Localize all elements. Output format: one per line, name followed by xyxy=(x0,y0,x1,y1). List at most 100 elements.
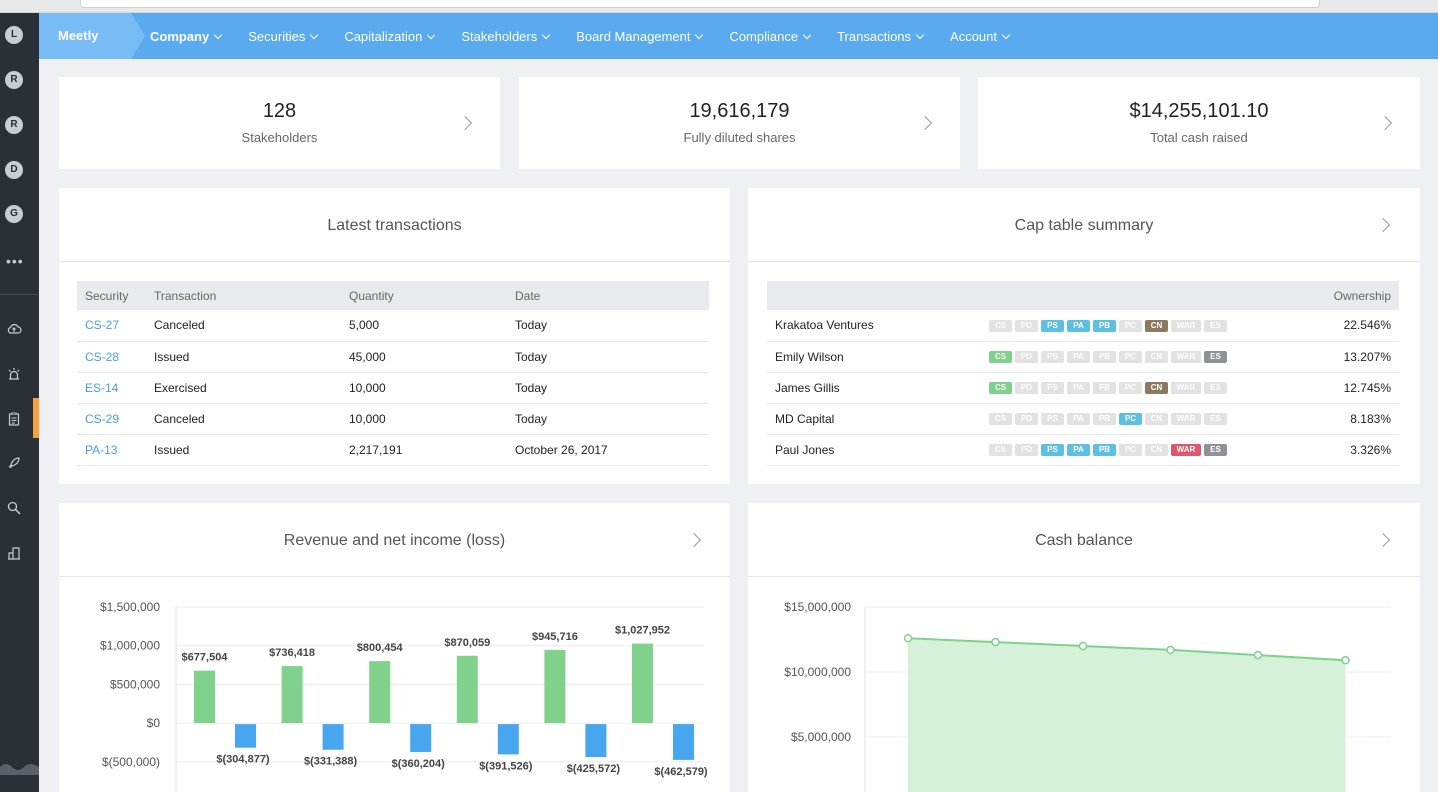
nav-item-label: Company xyxy=(150,28,210,44)
column-header xyxy=(767,281,989,310)
security-link[interactable]: PA-13 xyxy=(77,434,154,466)
transaction-type: Issued xyxy=(154,341,349,373)
badge-pc: PC xyxy=(1119,413,1142,426)
alarm-icon[interactable] xyxy=(6,366,22,382)
date: Today xyxy=(515,372,709,404)
ownership-percent: 12.745% xyxy=(1279,372,1399,404)
nav-item-compliance[interactable]: Compliance xyxy=(729,29,812,44)
y-tick-label: $15,000,000 xyxy=(784,600,851,614)
address-bar[interactable] xyxy=(80,0,1320,8)
cash-panel: Cash balance $15,000,000 $10,000,000 $5,00… xyxy=(748,503,1420,792)
nav-item-stakeholders[interactable]: Stakeholders xyxy=(461,29,551,44)
column-header-ownership[interactable]: Ownership xyxy=(1279,281,1399,310)
stakeholder-name[interactable]: Krakatoa Ventures xyxy=(767,310,989,342)
table-row[interactable]: ES-14 Exercised 10,000 Today xyxy=(77,372,709,404)
building-icon[interactable] xyxy=(6,545,22,561)
badge-pd: PD xyxy=(1015,351,1038,364)
security-link[interactable]: CS-27 xyxy=(77,310,154,342)
y-tick-label: $(500,000) xyxy=(102,755,160,769)
badge-pa: PA xyxy=(1067,320,1090,333)
cap-table-panel: Cap table summary Ownership Krakatoa Ven… xyxy=(748,188,1420,484)
badge-pa: PA xyxy=(1067,413,1090,426)
table-row[interactable]: Emily Wilson CS PD PS PA PB PC CN WAR ES 13.207% xyxy=(767,341,1399,373)
rocket-icon[interactable] xyxy=(6,455,22,471)
avatar[interactable]: G xyxy=(5,205,23,223)
net-income-label: $(360,204) xyxy=(392,758,446,770)
cash-point xyxy=(991,637,1000,647)
badge-pb: PB xyxy=(1093,382,1116,395)
stat-card-cash[interactable]: $14,255,101.10 Total cash raised xyxy=(978,77,1420,169)
nav-item-capitalization[interactable]: Capitalization xyxy=(344,29,436,44)
stakeholder-name[interactable]: Paul Jones xyxy=(767,434,989,466)
table-row[interactable]: Krakatoa Ventures CS PD PS PA PB PC CN WAR ES 22… xyxy=(767,310,1399,342)
avatar[interactable]: L xyxy=(5,26,23,44)
nav-item-transactions[interactable]: Transactions xyxy=(837,28,925,44)
table-row[interactable]: CS-29 Canceled 10,000 Today xyxy=(77,403,709,435)
nav-item-label: Transactions xyxy=(837,28,912,44)
security-link[interactable]: CS-28 xyxy=(77,341,154,373)
panel-title: Revenue and net income (loss) xyxy=(283,532,506,549)
security-badges: CS PD PS PA PB PC CN WAR ES xyxy=(989,341,1279,373)
stakeholder-name[interactable]: Emily Wilson xyxy=(767,341,989,373)
badge-ps: PS xyxy=(1041,320,1064,333)
badge-cn: CN xyxy=(1145,320,1168,333)
revenue-bar xyxy=(281,666,303,724)
security-badges: CS PD PS PA PB PC CN WAR ES xyxy=(989,310,1279,342)
table-row[interactable]: CS-27 Canceled 5,000 Today xyxy=(77,310,709,342)
badge-es: ES xyxy=(1204,413,1227,426)
table-row[interactable]: Paul Jones CS PD PS PA PB PC CN WAR ES 3.326% xyxy=(767,434,1399,466)
badge-pb: PB xyxy=(1093,351,1116,364)
column-header[interactable]: Date xyxy=(515,281,709,310)
cash-point xyxy=(903,633,913,643)
avatar[interactable]: R xyxy=(5,71,23,89)
net-income-bar xyxy=(410,724,432,752)
cash-point xyxy=(1078,641,1088,651)
y-tick-label: $500,000 xyxy=(110,677,160,691)
badge-pa: PA xyxy=(1067,382,1090,395)
net-income-label: $(462,579) xyxy=(654,766,708,778)
panel-divider xyxy=(748,576,1420,577)
clipboard-icon[interactable] xyxy=(6,411,22,427)
table-row[interactable]: CS-28 Issued 45,000 Today xyxy=(77,341,709,373)
nav-item-account[interactable]: Account xyxy=(950,29,1011,44)
stakeholder-name[interactable]: James Gillis xyxy=(767,372,989,404)
avatar[interactable]: D xyxy=(5,161,23,179)
table-row[interactable]: James Gillis CS PD PS PA PB PC CN WAR ES 12.745% xyxy=(767,372,1399,404)
transaction-type: Canceled xyxy=(154,403,349,435)
stat-value: 128 xyxy=(262,100,297,122)
nav-item-board-management[interactable]: Board Management xyxy=(576,29,704,44)
nav-menu: Company Securities Capitalization Stakeh… xyxy=(150,13,1036,59)
column-header[interactable]: Quantity xyxy=(349,281,515,310)
chevron-down-icon xyxy=(802,30,812,39)
table-row[interactable]: MD Capital CS PD PS PA PB PC CN WAR ES 8.183% xyxy=(767,403,1399,435)
nav-item-securities[interactable]: Securities xyxy=(248,29,319,44)
security-link[interactable]: CS-29 xyxy=(77,403,154,435)
revenue-bar xyxy=(369,661,391,724)
revenue-label: $677,504 xyxy=(182,652,229,664)
badge-war: WAR xyxy=(1171,351,1201,364)
stat-card-shares[interactable]: 19,616,179 Fully diluted shares xyxy=(519,77,960,169)
cloud-upload-icon[interactable] xyxy=(6,321,22,337)
revenue-label: $736,418 xyxy=(269,647,315,659)
brand-logo[interactable]: Meetly xyxy=(39,13,131,59)
table-row[interactable]: PA-13 Issued 2,217,191 October 26, 2017 xyxy=(77,434,709,466)
search-icon[interactable] xyxy=(6,500,22,516)
stat-card-stakeholders[interactable]: 128 Stakeholders xyxy=(59,77,500,169)
security-link[interactable]: ES-14 xyxy=(77,372,154,404)
badge-pd: PD xyxy=(1015,382,1038,395)
brand-arrow xyxy=(131,13,145,59)
top-nav: Meetly Company Securities Capitalization… xyxy=(39,13,1438,59)
stakeholder-name[interactable]: MD Capital xyxy=(767,403,989,435)
browser-toolbar xyxy=(0,0,1438,13)
table-header-row: Ownership xyxy=(767,281,1399,310)
nav-item-company[interactable]: Company xyxy=(150,28,223,44)
badge-war: WAR xyxy=(1171,320,1201,333)
column-header[interactable]: Transaction xyxy=(154,281,349,310)
badge-pc: PC xyxy=(1119,351,1142,364)
security-badges: CS PD PS PA PB PC CN WAR ES xyxy=(989,403,1279,435)
date: Today xyxy=(515,403,709,435)
more-icon[interactable]: ••• xyxy=(6,253,24,269)
badge-pc: PC xyxy=(1119,382,1142,395)
avatar[interactable]: R xyxy=(5,116,23,134)
column-header[interactable]: Security xyxy=(77,281,154,310)
